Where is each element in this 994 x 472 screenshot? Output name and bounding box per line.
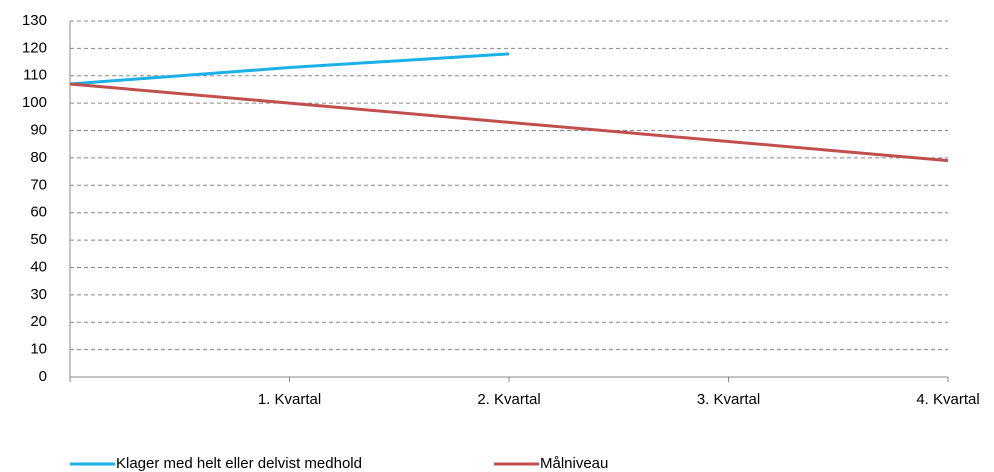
legend-label: Målniveau bbox=[540, 455, 608, 472]
y-tick-label: 0 bbox=[39, 368, 47, 385]
y-tick-label: 70 bbox=[30, 176, 47, 193]
y-tick-label: 20 bbox=[30, 313, 47, 330]
y-tick-label: 80 bbox=[30, 149, 47, 166]
y-tick-label: 60 bbox=[30, 204, 47, 221]
y-tick-label: 90 bbox=[30, 122, 47, 139]
x-tick-label: 4. Kvartal bbox=[916, 391, 979, 408]
y-tick-label: 50 bbox=[30, 231, 47, 248]
y-tick-label: 120 bbox=[22, 39, 47, 56]
x-tick-label: 2. Kvartal bbox=[477, 391, 540, 408]
x-tick-label: 1. Kvartal bbox=[258, 391, 321, 408]
legend-label: Klager med helt eller delvist medhold bbox=[116, 455, 362, 472]
series-line bbox=[69, 52, 510, 86]
y-tick-label: 130 bbox=[22, 12, 47, 29]
x-tick-label: 3. Kvartal bbox=[697, 391, 760, 408]
y-tick-label: 10 bbox=[30, 341, 47, 358]
y-tick-label: 30 bbox=[30, 286, 47, 303]
y-tick-label: 110 bbox=[23, 67, 47, 84]
y-tick-label: 100 bbox=[22, 94, 47, 111]
y-tick-label: 40 bbox=[30, 258, 47, 275]
series-line bbox=[69, 82, 949, 163]
